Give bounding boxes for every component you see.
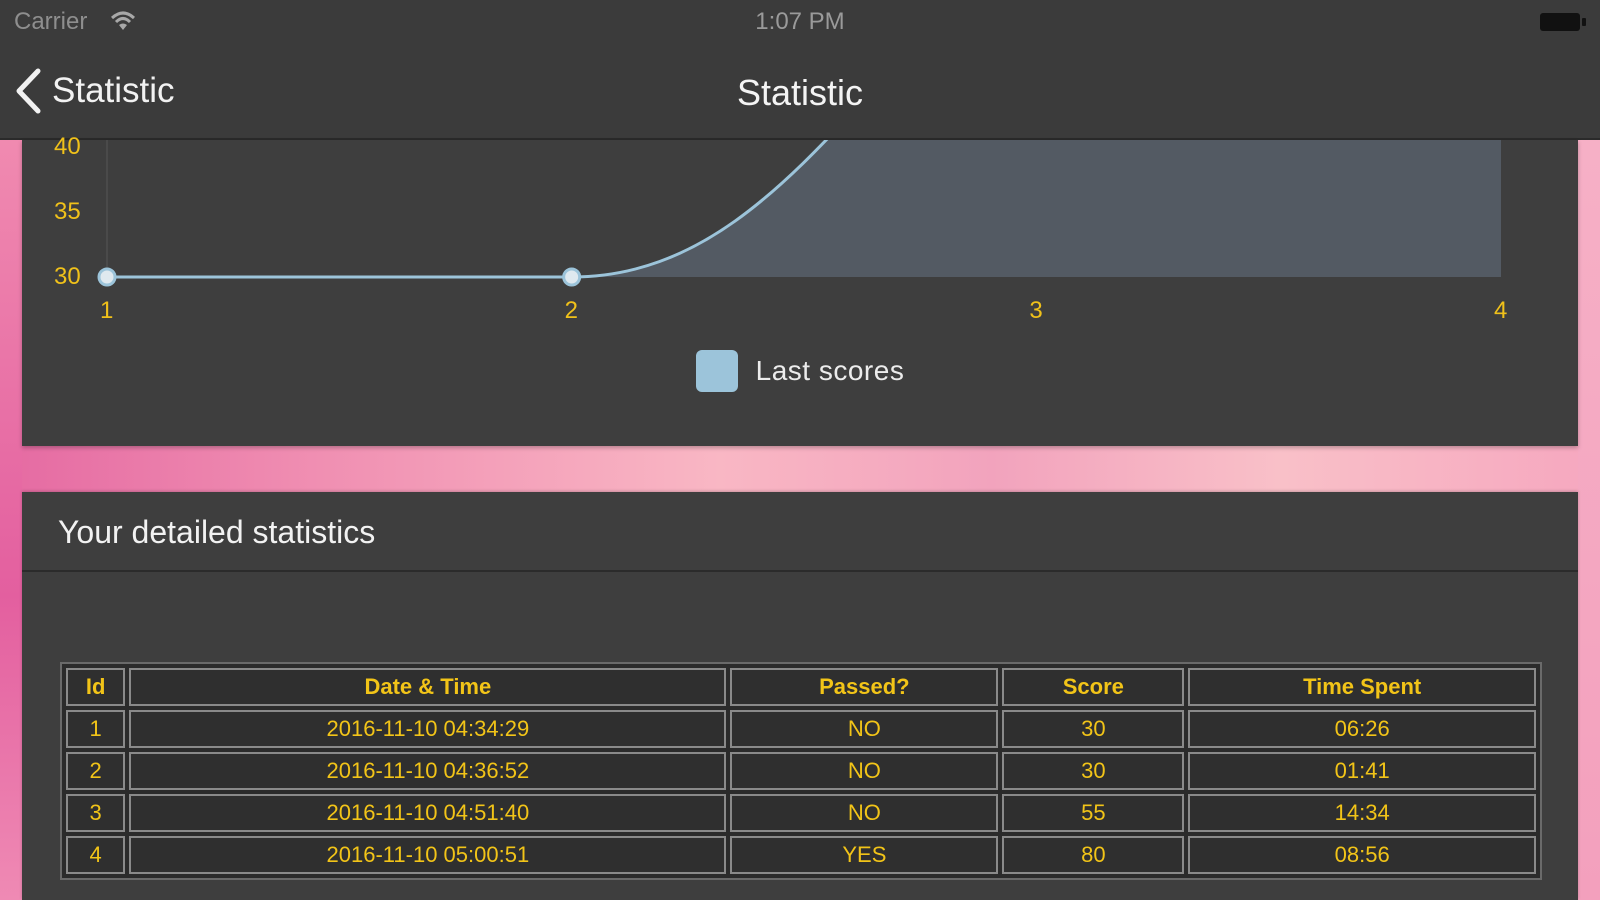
- chevron-left-icon: [16, 68, 41, 114]
- legend-swatch: [695, 350, 738, 392]
- cell-id: 3: [66, 794, 126, 832]
- table-row: 1 2016-11-10 04:34:29 NO 30 06:26: [66, 710, 1536, 748]
- cell-score: 80: [1002, 836, 1185, 874]
- wifi-icon: [110, 11, 136, 30]
- x-tick-label: 4: [1494, 297, 1508, 324]
- cell-id: 4: [66, 836, 126, 874]
- back-label: Statistic: [52, 71, 175, 110]
- statistics-header: Your detailed statistics: [22, 492, 1578, 572]
- background-facet: [0, 140, 22, 900]
- cell-passed: NO: [730, 794, 999, 832]
- cell-id: 2: [66, 752, 126, 790]
- column-header-id: Id: [66, 668, 126, 706]
- y-tick-label: 35: [54, 198, 81, 225]
- y-tick-label: 30: [54, 263, 81, 290]
- column-header-time-spent: Time Spent: [1188, 668, 1536, 706]
- cell-date-time: 2016-11-10 05:00:51: [129, 836, 727, 874]
- cell-score: 30: [1002, 752, 1185, 790]
- chart-card: 30 35 40 1 2 3 4 Last scores: [22, 133, 1578, 446]
- table-header-row: Id Date & Time Passed? Score Time Spent: [66, 668, 1536, 706]
- column-header-date-time: Date & Time: [129, 668, 727, 706]
- battery-icon: [1540, 13, 1586, 31]
- cell-passed: NO: [730, 752, 999, 790]
- cell-score: 30: [1002, 710, 1185, 748]
- back-button[interactable]: Statistic: [14, 66, 175, 116]
- legend-label: Last scores: [755, 355, 905, 386]
- status-bar: Carrier 1:07 PM: [0, 0, 1600, 44]
- cell-time-spent: 01:41: [1188, 752, 1536, 790]
- statistics-table: Id Date & Time Passed? Score Time Spent …: [60, 662, 1542, 880]
- cell-time-spent: 14:34: [1188, 794, 1536, 832]
- cell-date-time: 2016-11-10 04:36:52: [129, 752, 727, 790]
- y-tick-label: 40: [54, 133, 81, 160]
- column-header-passed: Passed?: [730, 668, 999, 706]
- navigation-bar: Statistic Statistic: [0, 44, 1600, 140]
- x-tick-label: 1: [100, 297, 114, 324]
- series-area: [107, 140, 1501, 277]
- series-line: [107, 140, 829, 279]
- score-line-chart: [97, 140, 1501, 287]
- carrier-label: Carrier: [14, 8, 88, 35]
- statistics-title: Your detailed statistics: [58, 514, 376, 550]
- x-tick-label: 3: [1029, 297, 1043, 324]
- cell-passed: NO: [730, 710, 999, 748]
- cell-time-spent: 08:56: [1188, 836, 1536, 874]
- background-facet: [0, 446, 1600, 492]
- cell-score: 55: [1002, 794, 1185, 832]
- page-title: Statistic: [736, 72, 864, 113]
- background-facet: [1578, 140, 1600, 900]
- status-time: 1:07 PM: [755, 8, 845, 35]
- cell-id: 1: [66, 710, 126, 748]
- data-point[interactable]: [97, 267, 117, 287]
- cell-date-time: 2016-11-10 04:34:29: [129, 710, 727, 748]
- chart-legend: Last scores: [22, 350, 1578, 392]
- table-row: 2 2016-11-10 04:36:52 NO 30 01:41: [66, 752, 1536, 790]
- cell-time-spent: 06:26: [1188, 710, 1536, 748]
- table-row: 3 2016-11-10 04:51:40 NO 55 14:34: [66, 794, 1536, 832]
- cell-passed: YES: [730, 836, 999, 874]
- data-point[interactable]: [562, 267, 582, 287]
- statistics-card: Your detailed statistics Id Date & Time …: [22, 492, 1578, 900]
- x-tick-label: 2: [564, 297, 579, 324]
- column-header-score: Score: [1002, 668, 1185, 706]
- cell-date-time: 2016-11-10 04:51:40: [129, 794, 727, 832]
- table-row: 4 2016-11-10 05:00:51 YES 80 08:56: [66, 836, 1536, 874]
